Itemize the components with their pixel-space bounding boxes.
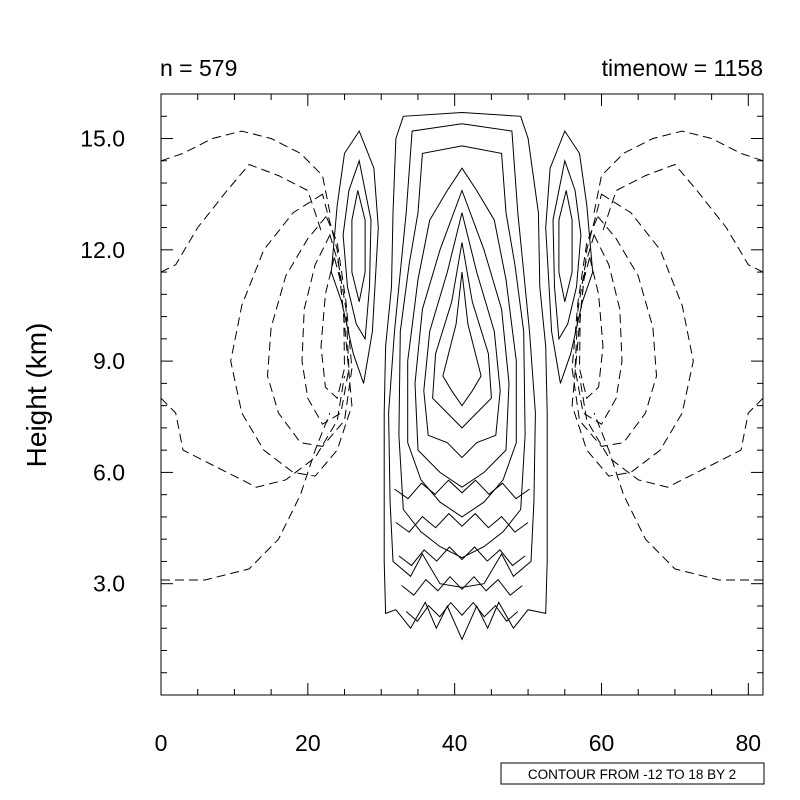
x-tick-label: 0 [155, 730, 168, 756]
pos-contour-lower-band-2 [395, 512, 529, 533]
pos-contour-core-3 [398, 145, 526, 559]
neg-contour-top-band-left [160, 130, 331, 213]
contour-info-text: CONTOUR FROM -12 TO 18 BY 2 [528, 767, 736, 782]
y-tick-label: 12.0 [80, 237, 125, 263]
pos-contour-flank-3-left [351, 190, 366, 302]
pos-contour-lower-band-5 [405, 601, 519, 622]
pos-contour-core-7 [432, 242, 492, 429]
pos-contour-flank-2-right [552, 158, 582, 341]
neg-contour-ring-1-left [230, 193, 353, 477]
pos-contour-core-4 [407, 167, 517, 518]
neg-contour-ring-3-right [574, 233, 623, 425]
pos-contour-flank-3-right [558, 190, 573, 302]
y-axis-label: Height (km) [21, 323, 52, 468]
pos-contour-core-6 [423, 212, 501, 459]
pos-contour-core-outer [383, 111, 548, 641]
pos-contour-lower-band-3 [398, 546, 526, 567]
pos-contour-flank-2-left [342, 158, 372, 341]
neg-contour-ring-2-left [266, 215, 353, 447]
pos-contour-core-8 [442, 272, 482, 407]
pos-contour-core-5 [414, 189, 510, 488]
y-tick-label: 6.0 [93, 459, 125, 485]
pos-contour-lower-band-4 [401, 575, 523, 596]
neg-contour-top-band-right [593, 130, 764, 213]
contour-lines [160, 111, 764, 641]
title-right: timenow = 1158 [602, 55, 763, 81]
pos-contour-lower-band-1 [394, 479, 530, 500]
x-tick-label: 80 [736, 730, 762, 756]
y-tick-label: 9.0 [93, 348, 125, 374]
pos-contour-flank-1-left [330, 130, 379, 384]
x-tick-label: 20 [295, 730, 321, 756]
x-tick-label: 40 [442, 730, 468, 756]
axes: 0 20 40 60 80 3.0 6.0 9.0 12.0 15.0 [80, 93, 763, 756]
neg-contour-ring-2-right [571, 215, 658, 447]
neg-contour-outer-top-right [601, 163, 764, 273]
pos-contour-core-2 [388, 123, 536, 588]
plot-frame [160, 93, 764, 696]
neg-contour-ring-4-right [578, 257, 604, 400]
x-tick-label: 60 [589, 730, 615, 756]
neg-contour-outer-low-left [161, 412, 331, 581]
neg-contour-ring-3-left [301, 233, 350, 425]
neg-contour-outer-top-left [160, 163, 323, 273]
neg-contour-outer-low-right [593, 412, 763, 581]
neg-contour-ring-4-left [320, 257, 346, 400]
contour-info-box: CONTOUR FROM -12 TO 18 BY 2 [500, 762, 765, 785]
neg-contour-outer-mid-left [160, 375, 345, 488]
y-tick-label: 15.0 [80, 126, 125, 152]
pos-contour-flank-1-right [545, 130, 594, 384]
neg-contour-ring-1-right [571, 193, 694, 477]
y-tick-label: 3.0 [93, 571, 125, 597]
neg-contour-outer-mid-right [579, 375, 764, 488]
title-left: n = 579 [160, 55, 237, 81]
